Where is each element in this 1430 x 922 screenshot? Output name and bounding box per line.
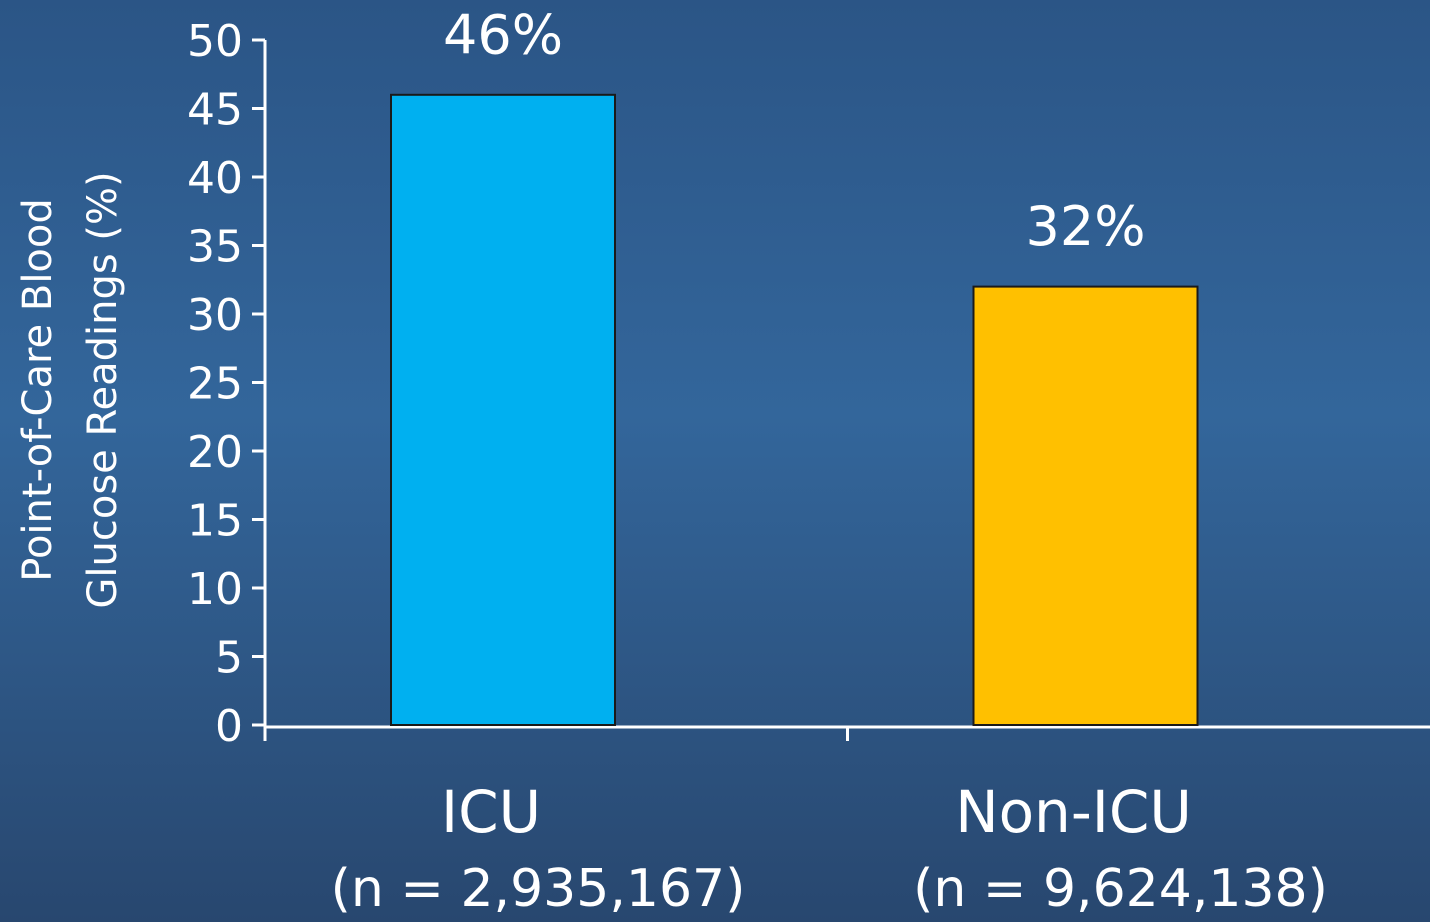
x-tick-label: Non-ICU [955,778,1192,846]
y-tick-label: 50 [187,16,243,67]
x-tick-label: ICU [441,778,541,846]
y-tick-label: 20 [187,427,243,478]
y-tick-label: 35 [187,222,243,273]
bar [972,285,1199,726]
y-tick-label: 40 [187,153,243,204]
y-tick-label: 10 [187,564,243,615]
y-tick-label: 0 [215,701,243,752]
y-axis-title: Point-of-Care Blood Glucose Readings (%) [15,171,126,608]
bar [390,93,616,727]
value-label: 32% [1025,195,1145,258]
y-axis-title-line: Point-of-Care Blood [15,198,61,582]
y-tick-label: 5 [215,633,243,684]
sample-size: (n = 2,935,167) [331,859,746,919]
y-tick-label: 25 [187,359,243,410]
y-tick-label: 15 [187,496,243,547]
sample-size: (n = 9,624,138) [913,859,1328,919]
y-axis-title-line: Glucose Readings (%) [80,171,126,608]
y-tick-label: 30 [187,290,243,341]
value-label: 46% [443,3,563,66]
y-tick-label: 45 [187,85,243,136]
